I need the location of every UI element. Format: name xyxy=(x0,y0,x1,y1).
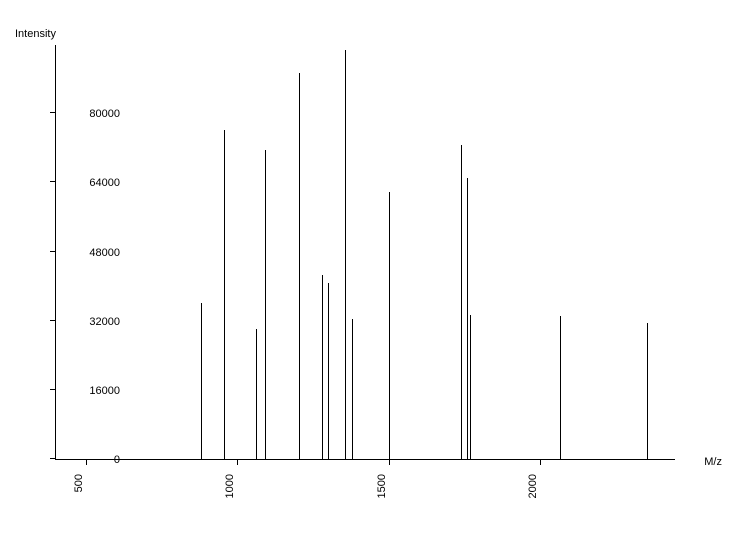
spectrum-peak xyxy=(345,50,346,459)
y-tick xyxy=(50,112,56,113)
x-tick-label: 1500 xyxy=(376,474,388,498)
x-tick-label: 500 xyxy=(73,474,85,492)
spectrum-peak xyxy=(647,323,648,459)
x-tick xyxy=(540,459,541,465)
mass-spectrum-chart: Intensity M/z 0 16000 32000 48000 64000 80000… xyxy=(0,0,750,540)
y-tick-label: 64000 xyxy=(89,177,120,189)
x-tick xyxy=(86,459,87,465)
plot-area xyxy=(55,45,675,460)
spectrum-peak xyxy=(352,319,353,459)
y-tick xyxy=(50,389,56,390)
spectrum-peak xyxy=(299,73,300,459)
y-tick xyxy=(50,181,56,182)
y-axis-title: Intensity xyxy=(15,28,56,40)
y-tick xyxy=(50,320,56,321)
x-tick-label: 2000 xyxy=(527,474,539,498)
spectrum-peak xyxy=(389,192,390,459)
y-tick xyxy=(50,251,56,252)
x-tick xyxy=(237,459,238,465)
y-tick-label: 0 xyxy=(114,454,120,466)
spectrum-peak xyxy=(265,150,266,459)
y-tick-label: 16000 xyxy=(89,385,120,397)
y-tick-label: 32000 xyxy=(89,316,120,328)
spectrum-peak xyxy=(470,315,471,459)
spectrum-peak xyxy=(224,130,225,459)
spectrum-peak xyxy=(328,283,329,459)
y-tick-label: 48000 xyxy=(89,247,120,259)
spectrum-peak xyxy=(461,145,462,459)
x-tick xyxy=(389,459,390,465)
spectrum-peak xyxy=(256,329,257,459)
y-tick-label: 80000 xyxy=(89,108,120,120)
x-axis-title: M/z xyxy=(704,456,722,468)
x-tick-label: 1000 xyxy=(224,474,236,498)
spectrum-peak xyxy=(560,316,561,459)
y-tick xyxy=(50,458,56,459)
spectrum-peak xyxy=(322,275,323,459)
spectrum-peak xyxy=(467,178,468,459)
spectrum-peak xyxy=(201,303,202,459)
